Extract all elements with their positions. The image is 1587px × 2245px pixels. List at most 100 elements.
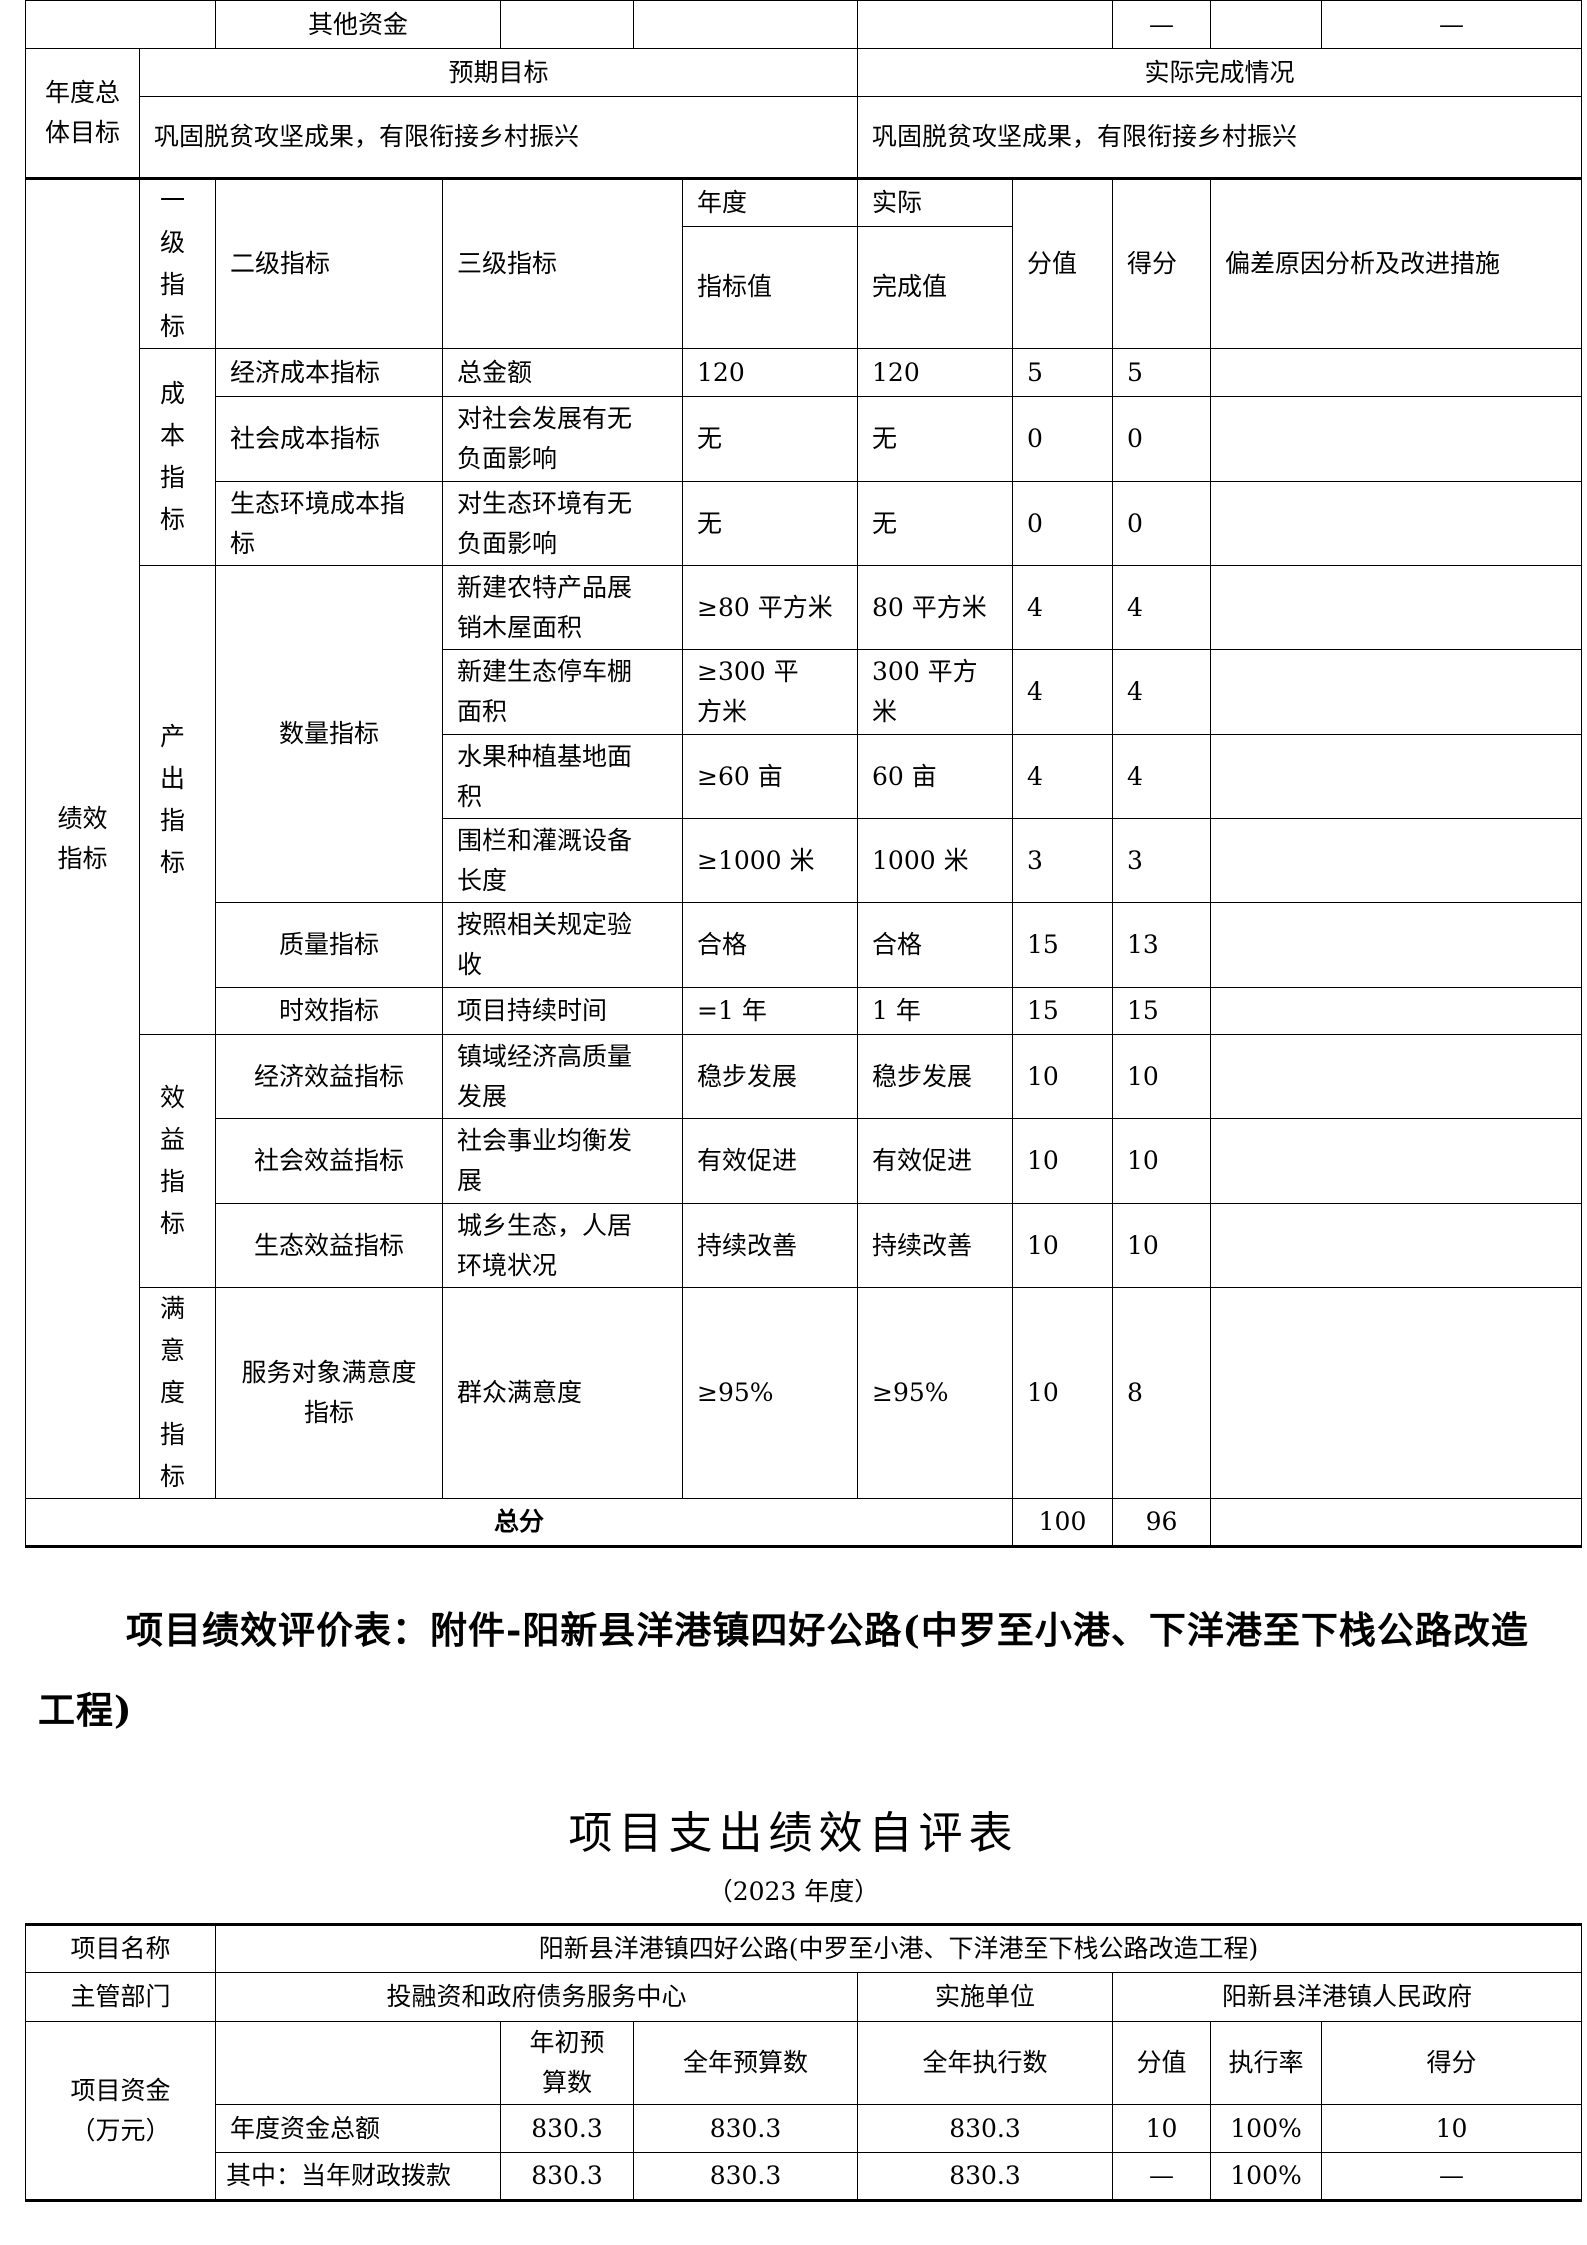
deviation-cell [1210, 565, 1583, 650]
value-cell: 10 [1012, 1203, 1114, 1288]
total-score: 96 [1112, 1498, 1212, 1547]
value-cell: 0 [1012, 481, 1114, 566]
total-row: 总分 100 96 [24, 1498, 1583, 1547]
target-cell: ≥1000 米 [682, 818, 859, 903]
deviation-cell [1210, 481, 1583, 566]
target-cell: 稳步发展 [682, 1034, 859, 1119]
target-cell: 持续改善 [682, 1203, 859, 1288]
table-row: 新建生态停车棚面积 ≥300 平方米 300 平方米 4 4 [26, 649, 1583, 735]
other-funds-score-value: — [1112, 0, 1212, 49]
level1-output: 产出指标 [139, 565, 216, 1035]
target-cell: ≥60 亩 [682, 734, 859, 819]
table-row: 生态环境成本指标 对生态环境有无负面影响 无 无 0 0 [26, 481, 1583, 566]
project-name: 阳新县洋港镇四好公路(中罗至小港、下洋港至下栈公路改造工程) [215, 1924, 1583, 1973]
actual-cell: 持续改善 [857, 1203, 1014, 1288]
actual-cell: 稳步发展 [857, 1034, 1014, 1119]
target-cell: 有效促进 [682, 1118, 859, 1204]
target-cell: ≥95% [682, 1287, 859, 1499]
value-cell: 5 [1012, 348, 1114, 397]
value-cell: 3 [1012, 818, 1114, 903]
funds-score-header: 得分 [1321, 2021, 1583, 2105]
form-title: 项目支出绩效自评表 [568, 1808, 1019, 1859]
level3-cell: 项目持续时间 [441, 987, 684, 1035]
level1-satisfaction: 满意度指标 [139, 1287, 216, 1499]
level2-cell: 社会效益指标 [215, 1118, 443, 1204]
score-value-header: 分值 [1012, 178, 1114, 349]
score-cell: 3 [1112, 818, 1212, 903]
goal-content-row: 巩固脱贫攻坚成果，有限衔接乡村振兴 巩固脱贫攻坚成果，有限衔接乡村振兴 [25, 96, 1583, 179]
section-title: 项目绩效评价表：附件-阳新县洋港镇四好公路(中罗至小港、下洋港至下栈公路改造工程… [38, 1608, 1529, 1732]
dept-label: 主管部门 [24, 1972, 217, 2022]
actual-cell: 有效促进 [857, 1118, 1014, 1204]
value-cell: 4 [1012, 734, 1114, 819]
table-row: 时效指标 项目持续时间 =1 年 1 年 15 15 [26, 987, 1583, 1035]
expected-goal-header: 预期目标 [138, 48, 859, 97]
actual-cell: 80 平方米 [857, 565, 1014, 650]
table-row: 水果种植基地面积 ≥60 亩 60 亩 4 4 [26, 734, 1583, 819]
level2-cell: 经济效益指标 [215, 1034, 443, 1119]
execution-rate: 100% [1210, 2104, 1323, 2153]
funds-row-label: 其中：当年财政拨款 [215, 2152, 502, 2201]
level3-cell: 社会事业均衡发展 [441, 1118, 684, 1204]
value-cell: 10 [1012, 1118, 1114, 1204]
table-row: 满意度指标 服务对象满意度指标 群众满意度 ≥95% ≥95% 10 8 [26, 1287, 1583, 1499]
executed: 830.3 [857, 2152, 1114, 2201]
target-cell: =1 年 [682, 987, 859, 1035]
table-row: 社会成本指标 对社会发展有无负面影响 无 无 0 0 [26, 396, 1583, 482]
expected-goal: 巩固脱贫攻坚成果，有限衔接乡村振兴 [138, 96, 859, 179]
executed: 830.3 [857, 2104, 1114, 2153]
actual-cell: ≥95% [857, 1287, 1014, 1499]
value-cell: 4 [1012, 565, 1114, 650]
level2-cell: 时效指标 [215, 987, 443, 1035]
annual-budget-header: 全年预算数 [633, 2021, 859, 2105]
value-cell: 10 [1012, 1034, 1114, 1119]
level3-cell: 城乡生态，人居环境状况 [441, 1203, 684, 1288]
deviation-cell [1210, 396, 1583, 482]
level1-cost: 成本指标 [139, 348, 216, 566]
actual-cell: 60 亩 [857, 734, 1014, 819]
funds-score: — [1321, 2152, 1583, 2201]
executed-header: 全年执行数 [857, 2021, 1114, 2105]
deviation-cell [1210, 1118, 1583, 1204]
level3-cell: 对生态环境有无负面影响 [441, 481, 684, 566]
initial-budget: 830.3 [500, 2152, 635, 2201]
deviation-cell [1210, 902, 1583, 988]
actual-header-top: 实际 [857, 178, 1014, 227]
score-cell: 4 [1112, 734, 1212, 819]
value-cell: 10 [1012, 1287, 1114, 1499]
cell-empty [215, 2021, 502, 2105]
funds-score-value: 10 [1112, 2104, 1212, 2153]
level2-cell: 质量指标 [215, 902, 443, 988]
initial-budget: 830.3 [500, 2104, 635, 2153]
level3-cell: 对社会发展有无负面影响 [441, 396, 684, 482]
deviation-cell [1210, 818, 1583, 903]
actual-cell: 120 [857, 348, 1014, 397]
actual-cell: 合格 [857, 902, 1014, 988]
other-funds-row: 其他资金 — — [25, 0, 1583, 49]
cell-empty [1210, 1498, 1583, 1547]
table-row: 成本指标 经济成本指标 总金额 120 120 5 5 [26, 348, 1583, 566]
level1-header: 一级指标 [139, 178, 216, 349]
goal-header-row: 年度总体目标 预期目标 实际完成情况 [25, 48, 1583, 179]
value-cell: 15 [1012, 902, 1114, 988]
funds-score: 10 [1321, 2104, 1583, 2153]
cell-empty [857, 0, 1114, 49]
funds-header-row: 项目资金（万元） 年初预算数 全年预算数 全年执行数 分值 执行率 得分 [24, 2021, 1583, 2201]
score-cell: 10 [1112, 1118, 1212, 1204]
level3-header: 三级指标 [441, 178, 684, 349]
actual-completion-header: 实际完成情况 [857, 48, 1583, 97]
deviation-cell [1210, 649, 1583, 735]
project-name-row: 项目名称 阳新县洋港镇四好公路(中罗至小港、下洋港至下栈公路改造工程) [24, 1924, 1583, 1973]
deviation-cell [1210, 1287, 1583, 1499]
value-cell: 15 [1012, 987, 1114, 1035]
table-row: 围栏和灌溉设备长度 ≥1000 米 1000 米 3 3 [26, 818, 1583, 903]
annual-header-bottom: 指标值 [682, 225, 859, 350]
level2-header: 二级指标 [215, 178, 443, 349]
deviation-cell [1210, 1034, 1583, 1119]
actual-cell: 300 平方米 [857, 649, 1014, 735]
level3-cell: 围栏和灌溉设备长度 [441, 818, 684, 903]
score-cell: 0 [1112, 481, 1212, 566]
score-cell: 13 [1112, 902, 1212, 988]
actual-cell: 无 [857, 481, 1014, 566]
annual-goal-label: 年度总体目标 [25, 48, 140, 179]
